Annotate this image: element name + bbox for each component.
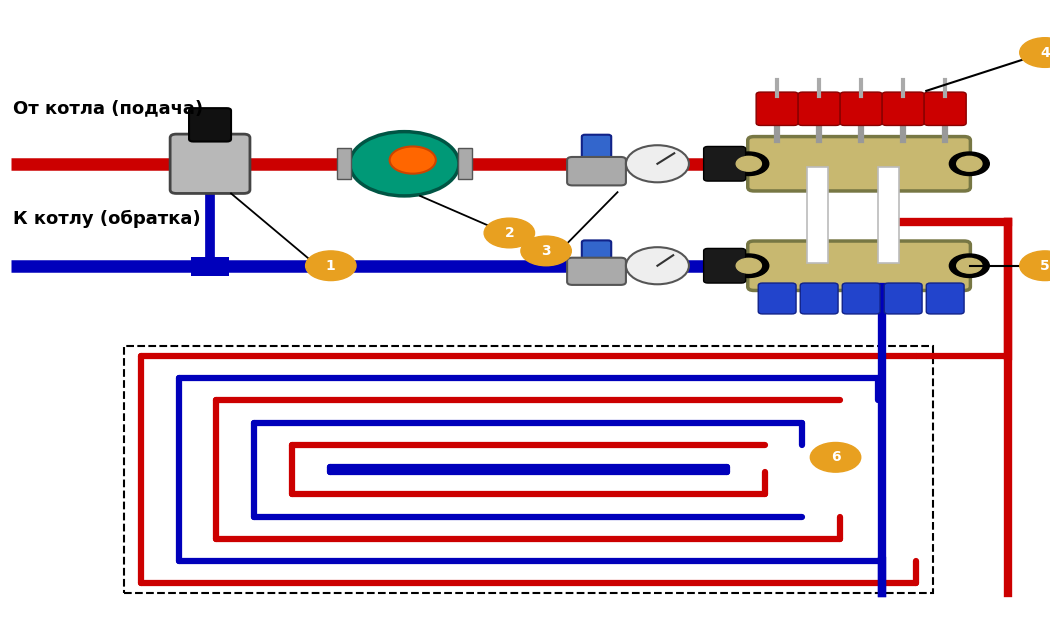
FancyBboxPatch shape bbox=[582, 135, 612, 162]
FancyBboxPatch shape bbox=[703, 146, 745, 181]
Circle shape bbox=[521, 236, 572, 266]
FancyBboxPatch shape bbox=[884, 283, 922, 314]
FancyBboxPatch shape bbox=[806, 167, 827, 263]
Circle shape bbox=[728, 152, 768, 176]
Circle shape bbox=[956, 258, 982, 273]
Circle shape bbox=[1019, 38, 1051, 67]
Circle shape bbox=[810, 442, 861, 472]
FancyBboxPatch shape bbox=[568, 157, 626, 185]
FancyBboxPatch shape bbox=[926, 283, 964, 314]
Circle shape bbox=[390, 146, 436, 174]
Circle shape bbox=[736, 258, 761, 273]
Text: 6: 6 bbox=[830, 451, 841, 464]
FancyBboxPatch shape bbox=[758, 283, 796, 314]
FancyBboxPatch shape bbox=[882, 92, 924, 125]
FancyBboxPatch shape bbox=[582, 240, 612, 265]
Bar bbox=[337, 148, 351, 179]
Text: К котлу (обратка): К котлу (обратка) bbox=[13, 210, 201, 229]
Circle shape bbox=[736, 156, 761, 171]
Circle shape bbox=[485, 218, 535, 248]
Text: 5: 5 bbox=[1040, 259, 1050, 273]
FancyBboxPatch shape bbox=[568, 258, 626, 285]
FancyBboxPatch shape bbox=[878, 167, 899, 263]
FancyBboxPatch shape bbox=[842, 283, 880, 314]
FancyBboxPatch shape bbox=[756, 92, 798, 125]
Circle shape bbox=[1019, 251, 1051, 281]
FancyBboxPatch shape bbox=[189, 108, 231, 142]
FancyBboxPatch shape bbox=[124, 346, 932, 593]
FancyBboxPatch shape bbox=[924, 92, 966, 125]
Text: 1: 1 bbox=[326, 259, 335, 273]
Text: 4: 4 bbox=[1040, 46, 1050, 59]
Bar bbox=[191, 257, 229, 276]
FancyBboxPatch shape bbox=[170, 134, 250, 193]
Text: От котла (подача): От котла (подача) bbox=[13, 99, 203, 117]
FancyBboxPatch shape bbox=[747, 137, 970, 191]
Circle shape bbox=[956, 156, 982, 171]
FancyBboxPatch shape bbox=[747, 241, 970, 290]
FancyBboxPatch shape bbox=[703, 248, 745, 283]
FancyBboxPatch shape bbox=[840, 92, 882, 125]
Text: 2: 2 bbox=[504, 226, 514, 240]
Circle shape bbox=[949, 152, 989, 176]
Circle shape bbox=[306, 251, 356, 281]
Circle shape bbox=[728, 254, 768, 277]
Circle shape bbox=[350, 132, 459, 196]
FancyBboxPatch shape bbox=[800, 283, 838, 314]
Circle shape bbox=[626, 247, 688, 284]
FancyBboxPatch shape bbox=[798, 92, 840, 125]
Text: 3: 3 bbox=[541, 244, 551, 258]
Circle shape bbox=[949, 254, 989, 277]
Circle shape bbox=[626, 145, 688, 182]
Bar bbox=[458, 148, 472, 179]
